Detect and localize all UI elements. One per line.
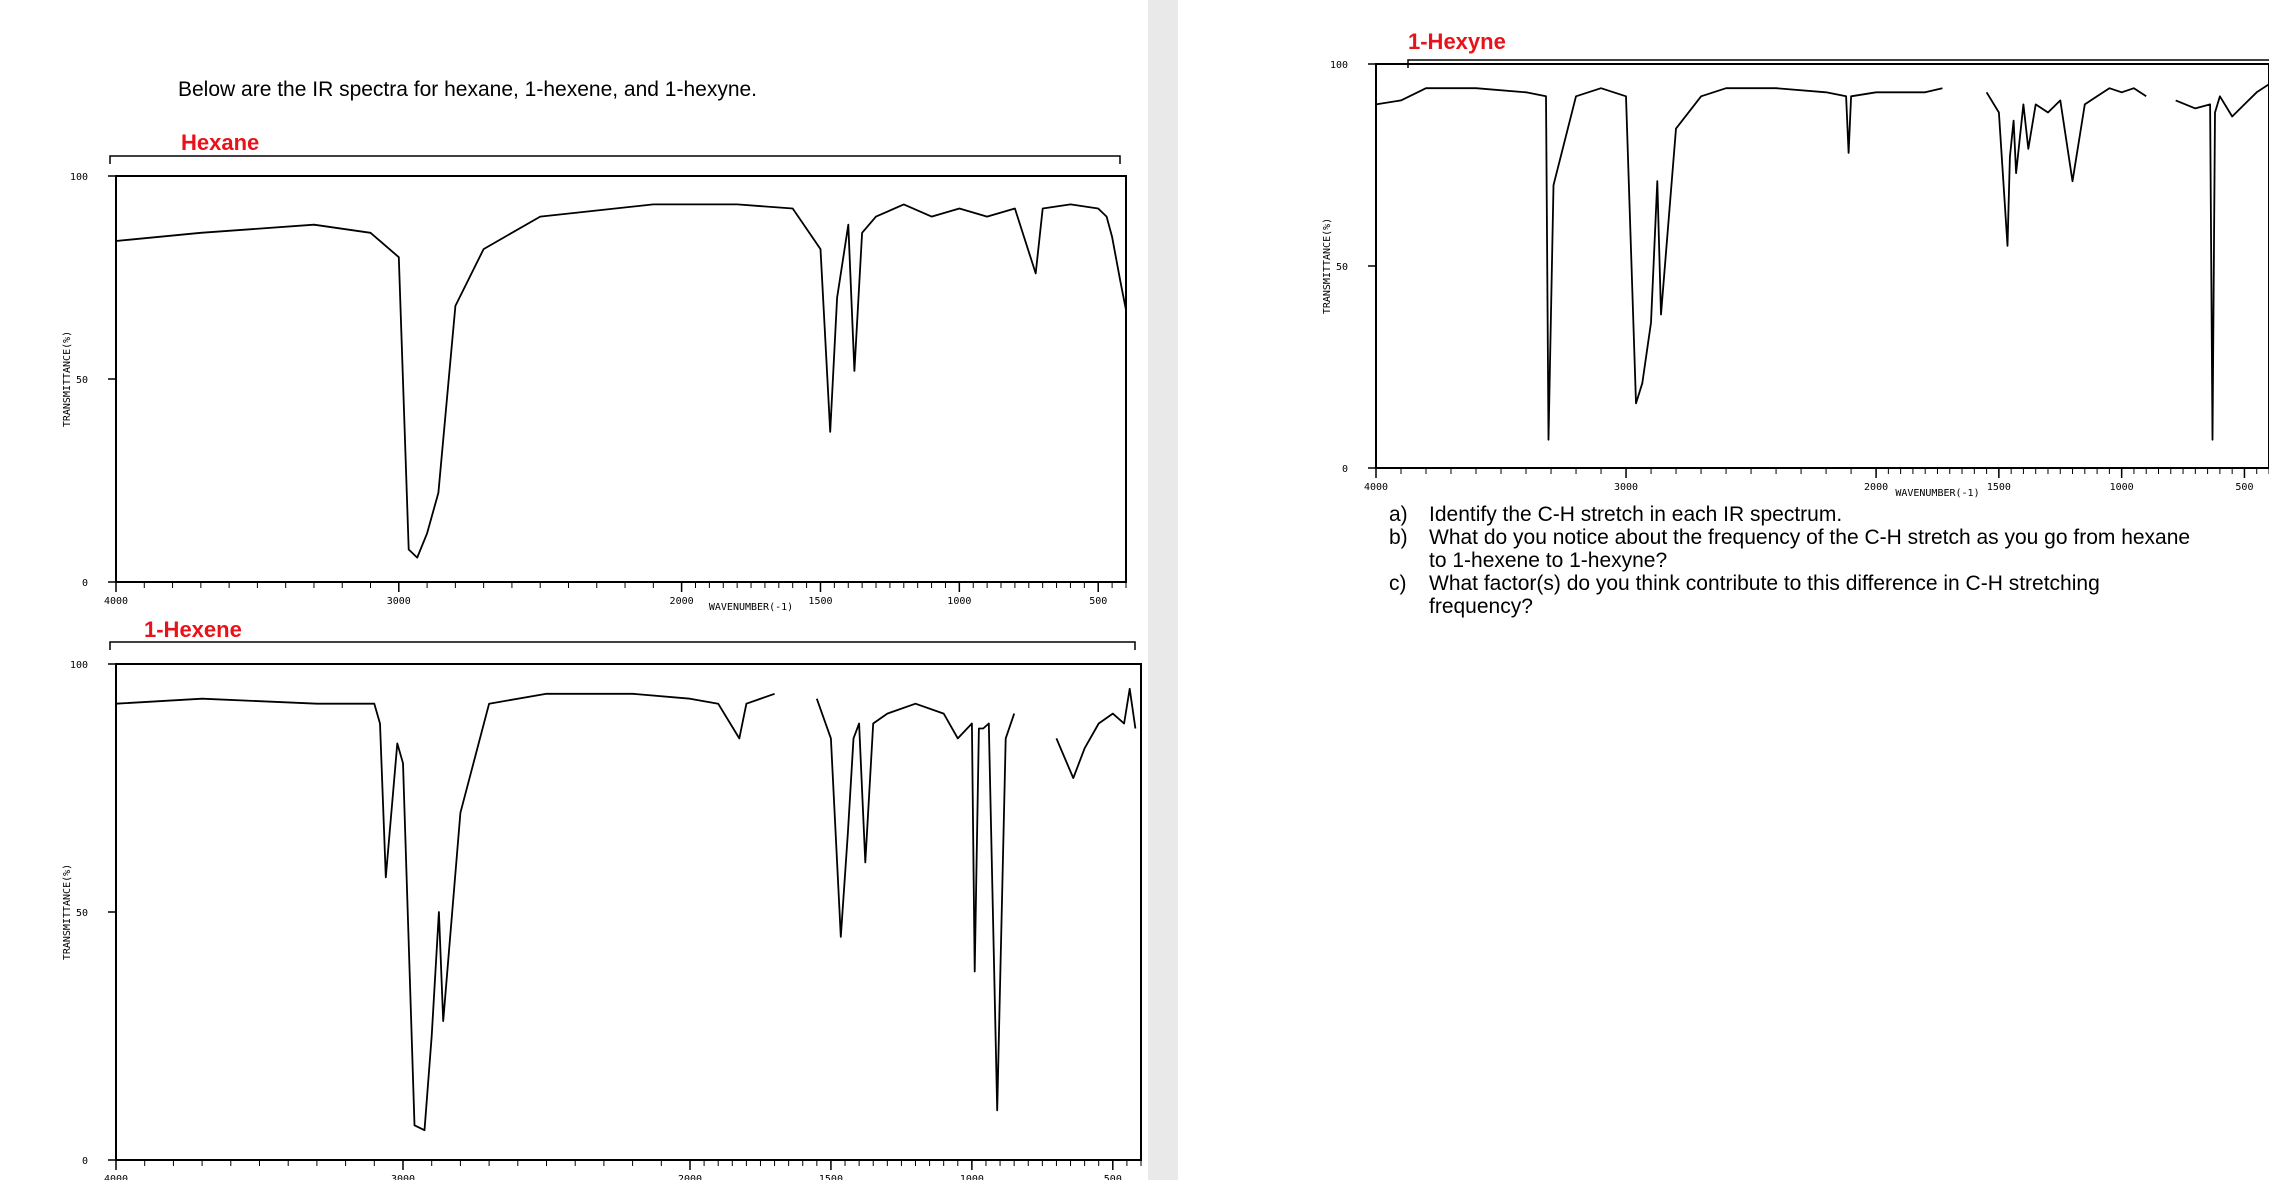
x-tick-label: 2000 [670, 596, 694, 607]
y-tick-label: 100 [70, 660, 88, 671]
hexene-title: 1-Hexene [144, 617, 242, 642]
title-bracket [109, 155, 1121, 164]
spectrum-trace [115, 687, 1137, 1132]
question-text: What factor(s) do you think contribute t… [1429, 572, 2100, 618]
x-tick-label: 500 [1089, 596, 1107, 607]
y-tick-label: 50 [1336, 262, 1348, 273]
y-axis-label: TRANSMITTANCE(%) [1322, 218, 1333, 314]
question-text: What do you notice about the frequency o… [1429, 526, 2191, 572]
x-tick-label: 1000 [947, 596, 971, 607]
x-tick-label: 3000 [391, 1174, 415, 1180]
question-text: Identify the C-H stretch in each IR spec… [1429, 503, 1843, 526]
y-tick-label: 50 [76, 908, 88, 919]
y-tick-label: 100 [1330, 60, 1348, 71]
y-axis-label: TRANSMITTANCE(%) [62, 331, 73, 427]
spectrum-trace [115, 203, 1127, 559]
x-tick-label: 2000 [678, 1174, 702, 1180]
document-page-right: 1-Hexyne 100 50 0 4000 3000 2000 1500 1000 500 WA… [1178, 0, 2269, 1180]
x-tick-label: 3000 [1614, 482, 1638, 493]
x-tick-label: 1500 [1987, 482, 2011, 493]
y-tick-label: 0 [1342, 464, 1348, 475]
hexane-title: Hexane [181, 130, 260, 155]
document-page-left: Below are the IR spectra for hexane, 1-h… [0, 0, 1148, 1180]
question-list: a) Identify the C-H stretch in each IR s… [1389, 503, 2209, 618]
intro-text: Below are the IR spectra for hexane, 1-h… [178, 78, 758, 101]
spectrum-trace [1375, 83, 2269, 441]
x-tick-label: 4000 [104, 1174, 128, 1180]
y-tick-label: 50 [76, 375, 88, 386]
question-letter: a) [1389, 503, 1408, 526]
title-bracket [1407, 59, 2269, 68]
question-b: b) What do you notice about the frequenc… [1389, 526, 2209, 572]
x-tick-label: 3000 [387, 596, 411, 607]
y-tick-label: 0 [82, 1156, 88, 1167]
question-c: c) What factor(s) do you think contribut… [1389, 572, 2209, 618]
plot-frame [115, 663, 1142, 1161]
x-tick-label: 1500 [808, 596, 832, 607]
plot-frame [1375, 63, 2269, 469]
x-tick-label: 1500 [819, 1174, 843, 1180]
x-axis-label: WAVENUMBER(-1) [1895, 488, 1979, 499]
x-tick-label: 500 [2235, 482, 2253, 493]
x-tick-label: 1000 [960, 1174, 984, 1180]
question-letter: b) [1389, 526, 1408, 549]
x-tick-label: 4000 [1364, 482, 1388, 493]
y-tick-label: 0 [82, 578, 88, 589]
x-tick-label: 4000 [104, 596, 128, 607]
y-axis-label: TRANSMITTANCE(%) [62, 864, 73, 960]
question-a: a) Identify the C-H stretch in each IR s… [1389, 503, 2209, 526]
y-tick-label: 100 [70, 172, 88, 183]
question-letter: c) [1389, 572, 1407, 595]
title-bracket [109, 641, 1136, 650]
hexyne-title: 1-Hexyne [1408, 29, 1506, 54]
plot-frame [115, 175, 1127, 583]
x-tick-label: 500 [1104, 1174, 1122, 1180]
x-axis-label: WAVENUMBER(-1) [709, 602, 793, 613]
x-tick-label: 1000 [2110, 482, 2134, 493]
hexene-ir-spectrum: 10050040003000200015001000500WAVENUMBER(… [62, 641, 1142, 1180]
x-tick-label: 2000 [1864, 482, 1888, 493]
